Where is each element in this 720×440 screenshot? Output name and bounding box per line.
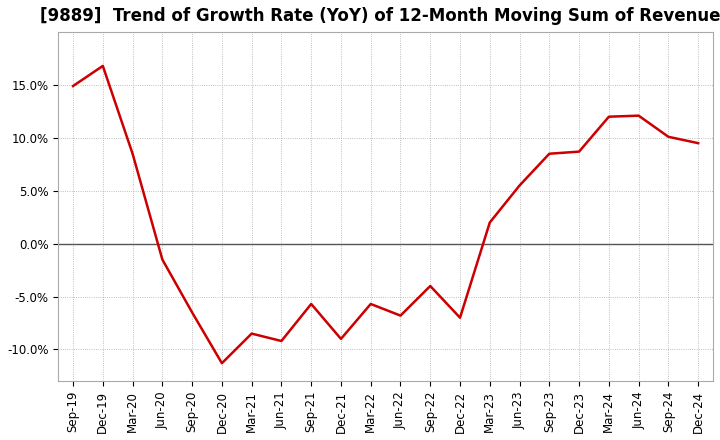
Title: [9889]  Trend of Growth Rate (YoY) of 12-Month Moving Sum of Revenues: [9889] Trend of Growth Rate (YoY) of 12-… [40,7,720,25]
